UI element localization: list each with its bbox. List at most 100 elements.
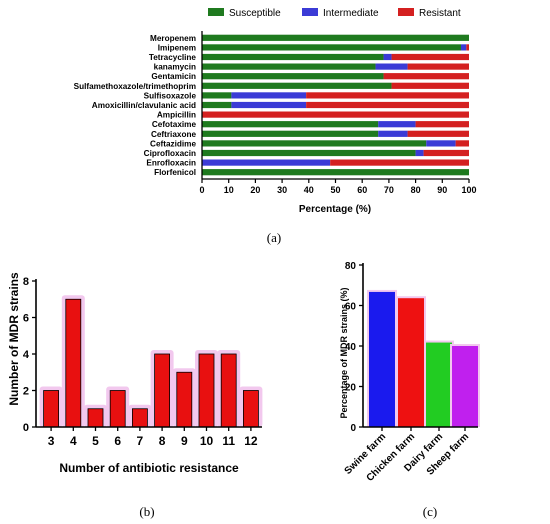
x-tick-label: 9 — [181, 434, 188, 448]
axes — [201, 31, 470, 183]
bar-segment-intermediate — [375, 63, 408, 70]
bar-segment-resistant — [202, 111, 469, 118]
bar — [154, 353, 171, 428]
bar-segment-intermediate — [383, 53, 392, 61]
bar-segment-susceptible — [202, 44, 461, 51]
y-tick-labels: 0 20 40 60 80 — [345, 261, 357, 434]
bar — [242, 390, 259, 428]
x-tick-label: 20 — [250, 185, 260, 195]
caption-a: (a) — [267, 230, 281, 245]
bar — [176, 371, 193, 428]
x-tick-label: 11 — [222, 434, 235, 448]
bar-segment-susceptible — [202, 140, 427, 147]
bar-segment-intermediate — [378, 121, 416, 128]
bar-segment-susceptible — [202, 92, 232, 99]
bar-segment-intermediate — [202, 159, 331, 166]
x-tick-label: 40 — [304, 185, 314, 195]
bar — [426, 342, 452, 427]
bar-segment-susceptible — [202, 149, 416, 157]
category-label: Sulfamethoxazole/trimethoprim — [74, 82, 196, 91]
x-tick-labels: 3 4 5 6 7 8 9 10 11 12 — [48, 434, 258, 448]
legend-swatch-susceptible — [208, 8, 224, 16]
x-tick-label: 12 — [244, 434, 258, 448]
bar-segment-susceptible — [202, 63, 376, 70]
bar — [220, 353, 237, 428]
bar-segment-resistant — [391, 53, 469, 61]
category-label: Florfenicol — [154, 168, 196, 177]
bar-segment-resistant — [383, 73, 469, 80]
bar-segment-resistant — [330, 159, 469, 166]
bar-segment-resistant — [391, 82, 469, 89]
y-tick-label: 0 — [350, 423, 356, 434]
category-label: Cefotaxime — [152, 120, 197, 129]
bar-segment-susceptible — [202, 121, 379, 128]
bar — [65, 298, 82, 428]
x-tick-label: 5 — [92, 434, 99, 448]
bar-segment-intermediate — [426, 140, 456, 147]
bar-segment-intermediate — [460, 44, 467, 51]
category-label: Amoxicillin/clavulanic acid — [92, 101, 196, 110]
category-label: Imipenem — [158, 43, 196, 52]
stacked-bars — [202, 34, 469, 176]
legend-label-intermediate: Intermediate — [323, 8, 379, 19]
category-label: Tetracycline — [149, 53, 197, 62]
axes — [359, 263, 478, 428]
legend-label-susceptible: Susceptible — [229, 8, 281, 19]
bar-segment-intermediate — [378, 130, 408, 137]
bar-segment-intermediate — [231, 92, 307, 99]
category-label: Ciprofloxacin — [144, 149, 196, 158]
x-tick-label: 8 — [159, 434, 166, 448]
bar-segment-intermediate — [415, 149, 424, 157]
bar-segment-susceptible — [202, 169, 469, 176]
bar-segment-resistant — [455, 140, 469, 147]
bar — [452, 346, 478, 427]
bar-segment-resistant — [423, 149, 469, 157]
x-tick-label: 30 — [277, 185, 287, 195]
y-tick-label: 4 — [23, 349, 30, 361]
x-tick-label: 10 — [200, 434, 214, 448]
bar-segment-resistant — [407, 130, 469, 137]
bar-segment-susceptible — [202, 101, 232, 109]
category-label: Enrofloxacin — [146, 159, 196, 168]
x-tick-label: 80 — [411, 185, 421, 195]
bar-segment-resistant — [415, 121, 469, 128]
x-tick-label: 0 — [199, 185, 204, 195]
category-label: Ceftriaxone — [151, 130, 196, 139]
y-tick-label: 8 — [23, 276, 29, 288]
bar — [369, 291, 395, 427]
y-tick-labels: 0 2 4 6 8 — [23, 276, 30, 434]
bar-segment-susceptible — [202, 82, 392, 89]
bars — [39, 295, 263, 431]
x-tick-label: 70 — [384, 185, 394, 195]
x-axis-label: Number of antibiotic resistance — [59, 461, 239, 475]
category-label: Sulfisoxazole — [144, 91, 197, 100]
x-tick-label: 4 — [70, 434, 77, 448]
x-tick-label: 3 — [48, 434, 55, 448]
x-tick-label: 50 — [330, 185, 340, 195]
category-label: Meropenem — [150, 34, 196, 43]
panel-a-stacked-bar-chart: Susceptible Intermediate Resistant Meropen… — [74, 8, 477, 245]
bar-segment-susceptible — [202, 34, 469, 41]
y-tick-label: 20 — [345, 383, 357, 394]
y-tick-label: 6 — [23, 313, 29, 325]
x-tick-labels: 0 10 20 30 40 50 60 70 80 90 100 — [199, 185, 476, 195]
bars — [367, 289, 480, 431]
y-axis-label: Percentage of MDR strains (%) — [339, 287, 349, 418]
y-tick-label: 80 — [345, 261, 357, 272]
axes — [32, 279, 262, 428]
bar-segment-susceptible — [202, 73, 384, 80]
bar — [131, 408, 148, 428]
bar — [43, 390, 59, 428]
legend-swatch-resistant — [398, 8, 414, 16]
bar-segment-susceptible — [202, 53, 384, 61]
panel-b-bar-chart: 0 2 4 6 8 3 4 5 6 7 8 9 10 11 12 Number of antibiotic… — [7, 272, 263, 519]
category-label: kanamycin — [154, 63, 196, 72]
bar — [398, 298, 424, 427]
caption-b: (b) — [139, 504, 154, 519]
category-label: Gentamicin — [151, 72, 196, 81]
y-axis-label: Number of MDR strains — [7, 272, 21, 406]
bar-segment-susceptible — [202, 130, 379, 137]
